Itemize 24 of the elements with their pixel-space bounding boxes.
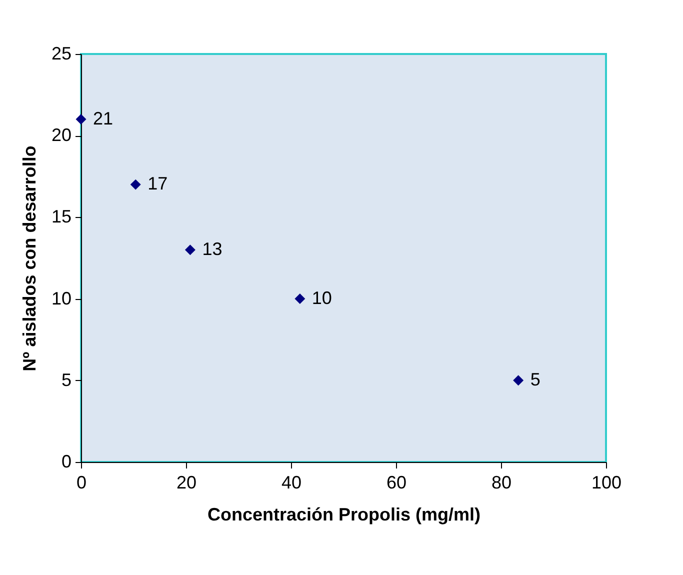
x-tick-label: 20	[176, 472, 197, 492]
y-tick-label: 15	[51, 206, 72, 227]
data-label: 17	[148, 174, 168, 194]
y-tick-label: 5	[61, 370, 72, 390]
point	[513, 375, 524, 386]
point	[130, 179, 141, 190]
x-tick-label: 60	[386, 472, 407, 492]
x-axis-title: Concentración Propolis (mg/ml)	[207, 504, 481, 524]
data-label: 5	[530, 369, 540, 390]
x-tick-label: 0	[76, 472, 87, 492]
x-tick-label: 40	[281, 472, 302, 492]
x-tick-label: 80	[491, 472, 512, 492]
y-tick-label: 20	[51, 125, 72, 146]
y-axis-title: Nº aislados con desarrollo	[19, 146, 40, 372]
data-label: 10	[312, 288, 332, 308]
point	[184, 244, 196, 256]
y-tick-label: 10	[51, 288, 72, 308]
point	[294, 294, 306, 304]
data-label: 21	[93, 108, 114, 128]
point	[76, 114, 86, 125]
data-label: 13	[202, 238, 222, 259]
y-tick-label: 0	[61, 452, 72, 472]
x-tick-label: 100	[591, 472, 622, 492]
y-tick-label: 25	[51, 44, 72, 64]
